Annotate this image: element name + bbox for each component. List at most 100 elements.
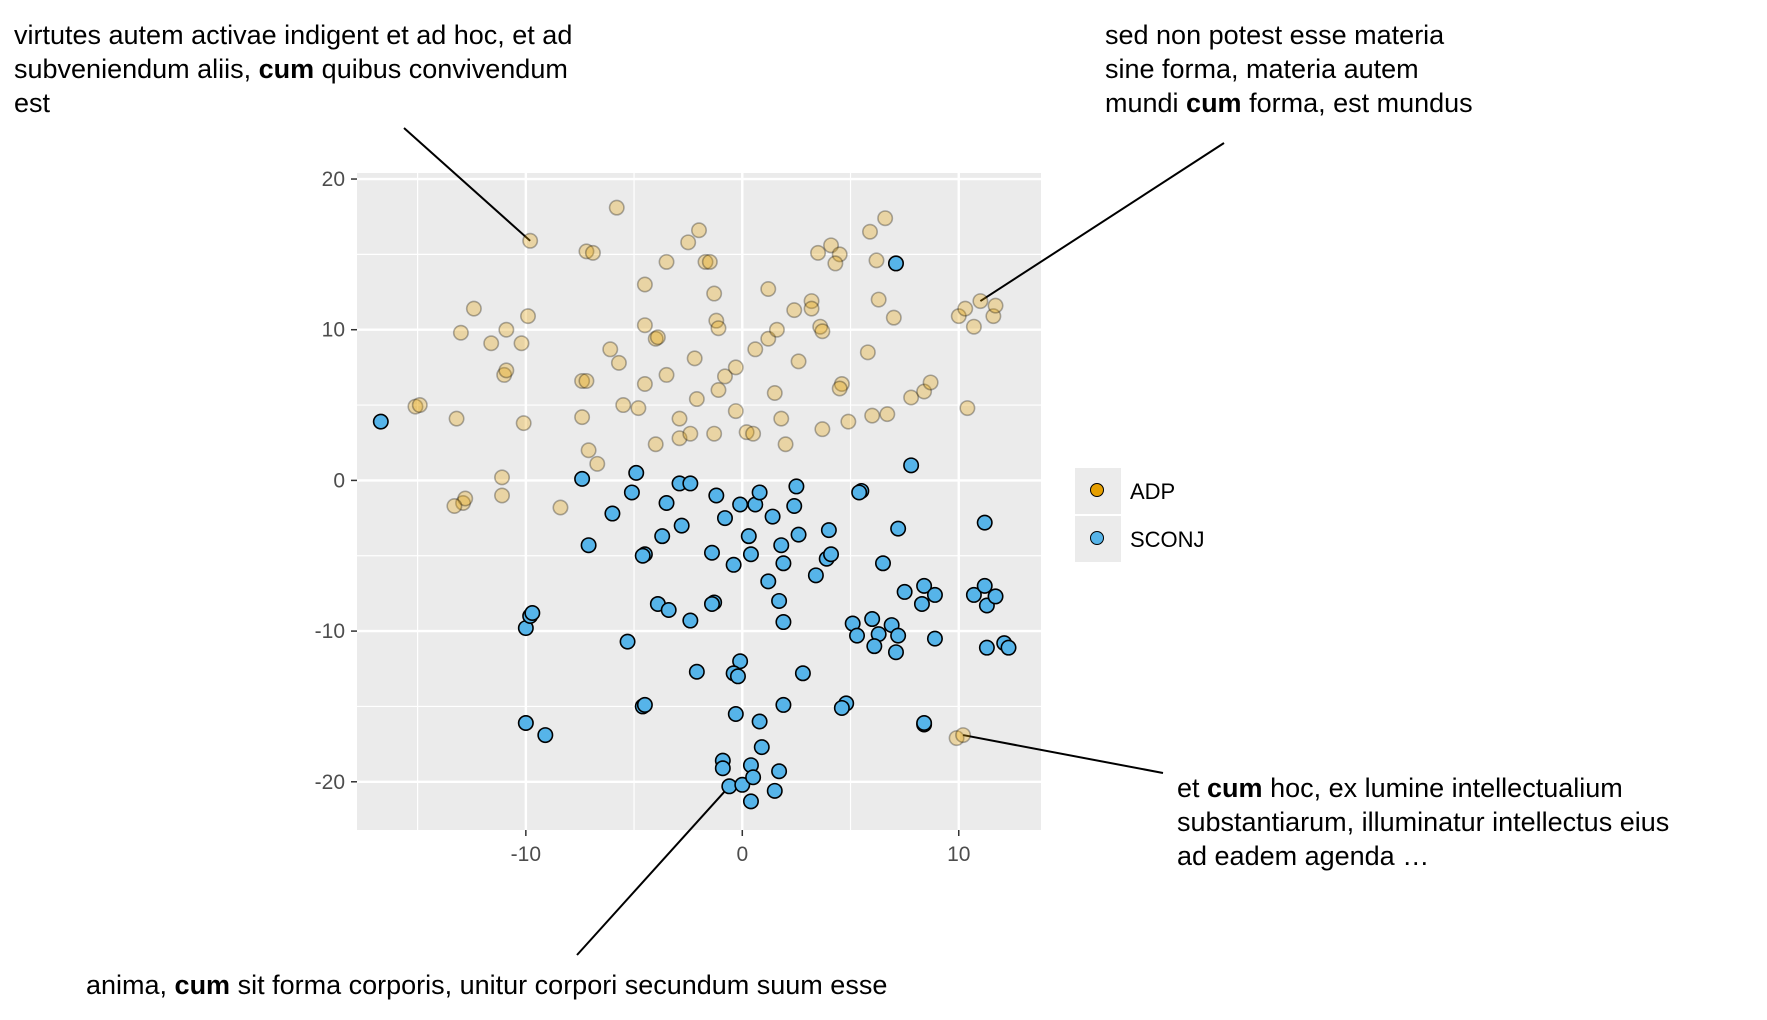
point-sconj <box>773 537 790 554</box>
point-sconj <box>766 782 783 799</box>
point-sconj <box>574 470 591 487</box>
point-sconj <box>760 573 777 590</box>
point-sconj <box>916 715 933 732</box>
point-sconj <box>896 583 913 600</box>
point-adp <box>690 222 707 239</box>
point-sconj <box>916 577 933 594</box>
point-adp <box>688 391 705 408</box>
point-adp <box>701 253 718 270</box>
annotation-text: virtutes autem activae indigent et ad ho… <box>14 20 573 50</box>
point-sconj <box>658 495 675 512</box>
annotation-top-left: virtutes autem activae indigent et ad ho… <box>14 18 572 120</box>
point-adp <box>803 293 820 310</box>
point-adp <box>457 490 474 507</box>
point-adp <box>647 436 664 453</box>
annotation-bottom: anima, cum sit forma corporis, unitur co… <box>86 968 887 1002</box>
point-adp <box>636 276 653 293</box>
point-adp <box>615 397 632 414</box>
point-adp <box>864 407 881 424</box>
annotation-text: mundi <box>1105 88 1187 118</box>
point-sconj <box>628 464 645 481</box>
x-tick-label: 0 <box>736 843 748 866</box>
point-adp <box>903 389 920 406</box>
point-adp <box>760 330 777 347</box>
point-adp <box>957 300 974 317</box>
point-sconj <box>682 612 699 629</box>
point-sconj <box>976 577 993 594</box>
point-sconj <box>976 514 993 531</box>
annotation-leader-lines <box>403 127 1225 956</box>
annotation-text: subveniendum aliis, <box>14 54 259 84</box>
point-sconj <box>965 586 982 603</box>
point-sconj <box>913 595 930 612</box>
legend-key-adp <box>1075 468 1121 514</box>
point-adp <box>955 727 972 744</box>
point-adp <box>608 199 625 216</box>
point-adp <box>922 374 939 391</box>
point-sconj <box>890 520 907 537</box>
point-adp <box>840 413 857 430</box>
point-sconj <box>734 776 751 793</box>
point-sconj <box>623 484 640 501</box>
point-adp <box>950 308 967 325</box>
point-adp <box>671 430 688 447</box>
point-adp <box>465 300 482 317</box>
point-sconj <box>807 567 824 584</box>
axis-ticks: -10 0 10 -20 -10 0 10 20 <box>315 168 971 866</box>
point-sconj <box>987 588 1004 605</box>
point-sconj <box>660 601 677 618</box>
highlight-word: cum <box>174 970 231 1000</box>
point-sconj <box>788 478 805 495</box>
point-adp <box>578 372 595 389</box>
point-sconj <box>849 627 866 644</box>
point-adp <box>658 253 675 270</box>
annotation-text: quibus convivendum <box>314 54 568 84</box>
point-adp <box>494 487 511 504</box>
annotation-line: ad eadem agenda … <box>1177 839 1669 873</box>
point-adp <box>727 403 744 420</box>
point-sconj <box>764 508 781 525</box>
point-adp <box>959 400 976 417</box>
annotation-line: sine forma, materia autem <box>1105 52 1473 86</box>
point-sconj <box>688 663 705 680</box>
point-adp <box>870 291 887 308</box>
point-adp <box>823 237 840 254</box>
leader-line <box>962 734 1164 774</box>
point-adp <box>649 329 666 346</box>
point-sconj <box>634 547 651 564</box>
annotation-line: est <box>14 86 572 120</box>
annotation-line: virtutes autem activae indigent et ad ho… <box>14 18 572 52</box>
leader-line <box>576 785 731 956</box>
point-sconj <box>517 715 534 732</box>
point-sconj <box>890 627 907 644</box>
point-adp <box>647 330 664 347</box>
legend-label-sconj: SCONJ <box>1130 527 1205 552</box>
annotation-text: sed non potest esse materia <box>1105 20 1445 50</box>
point-adp <box>766 385 783 402</box>
point-sconj <box>673 517 690 534</box>
annotation-line: et cum hoc, ex lumine intellectualium <box>1177 771 1669 805</box>
point-adp <box>747 341 764 358</box>
point-adp <box>790 353 807 370</box>
point-sconj <box>732 496 749 513</box>
point-sconj <box>727 705 744 722</box>
point-adp <box>578 243 595 260</box>
point-adp <box>446 498 463 515</box>
point-adp <box>496 366 513 383</box>
point-sconj <box>786 498 803 515</box>
point-adp <box>452 324 469 341</box>
point-adp <box>697 253 714 270</box>
point-sconj <box>823 546 840 563</box>
point-adp <box>513 335 530 352</box>
leader-line <box>979 142 1225 302</box>
point-sconj <box>682 475 699 492</box>
point-adp <box>680 234 697 251</box>
point-sconj <box>751 484 768 501</box>
point-adp <box>727 359 744 376</box>
point-sconj <box>833 699 850 716</box>
point-adp <box>574 409 591 426</box>
point-sconj <box>714 760 731 777</box>
point-sconj <box>851 484 868 501</box>
point-adp <box>827 255 844 272</box>
